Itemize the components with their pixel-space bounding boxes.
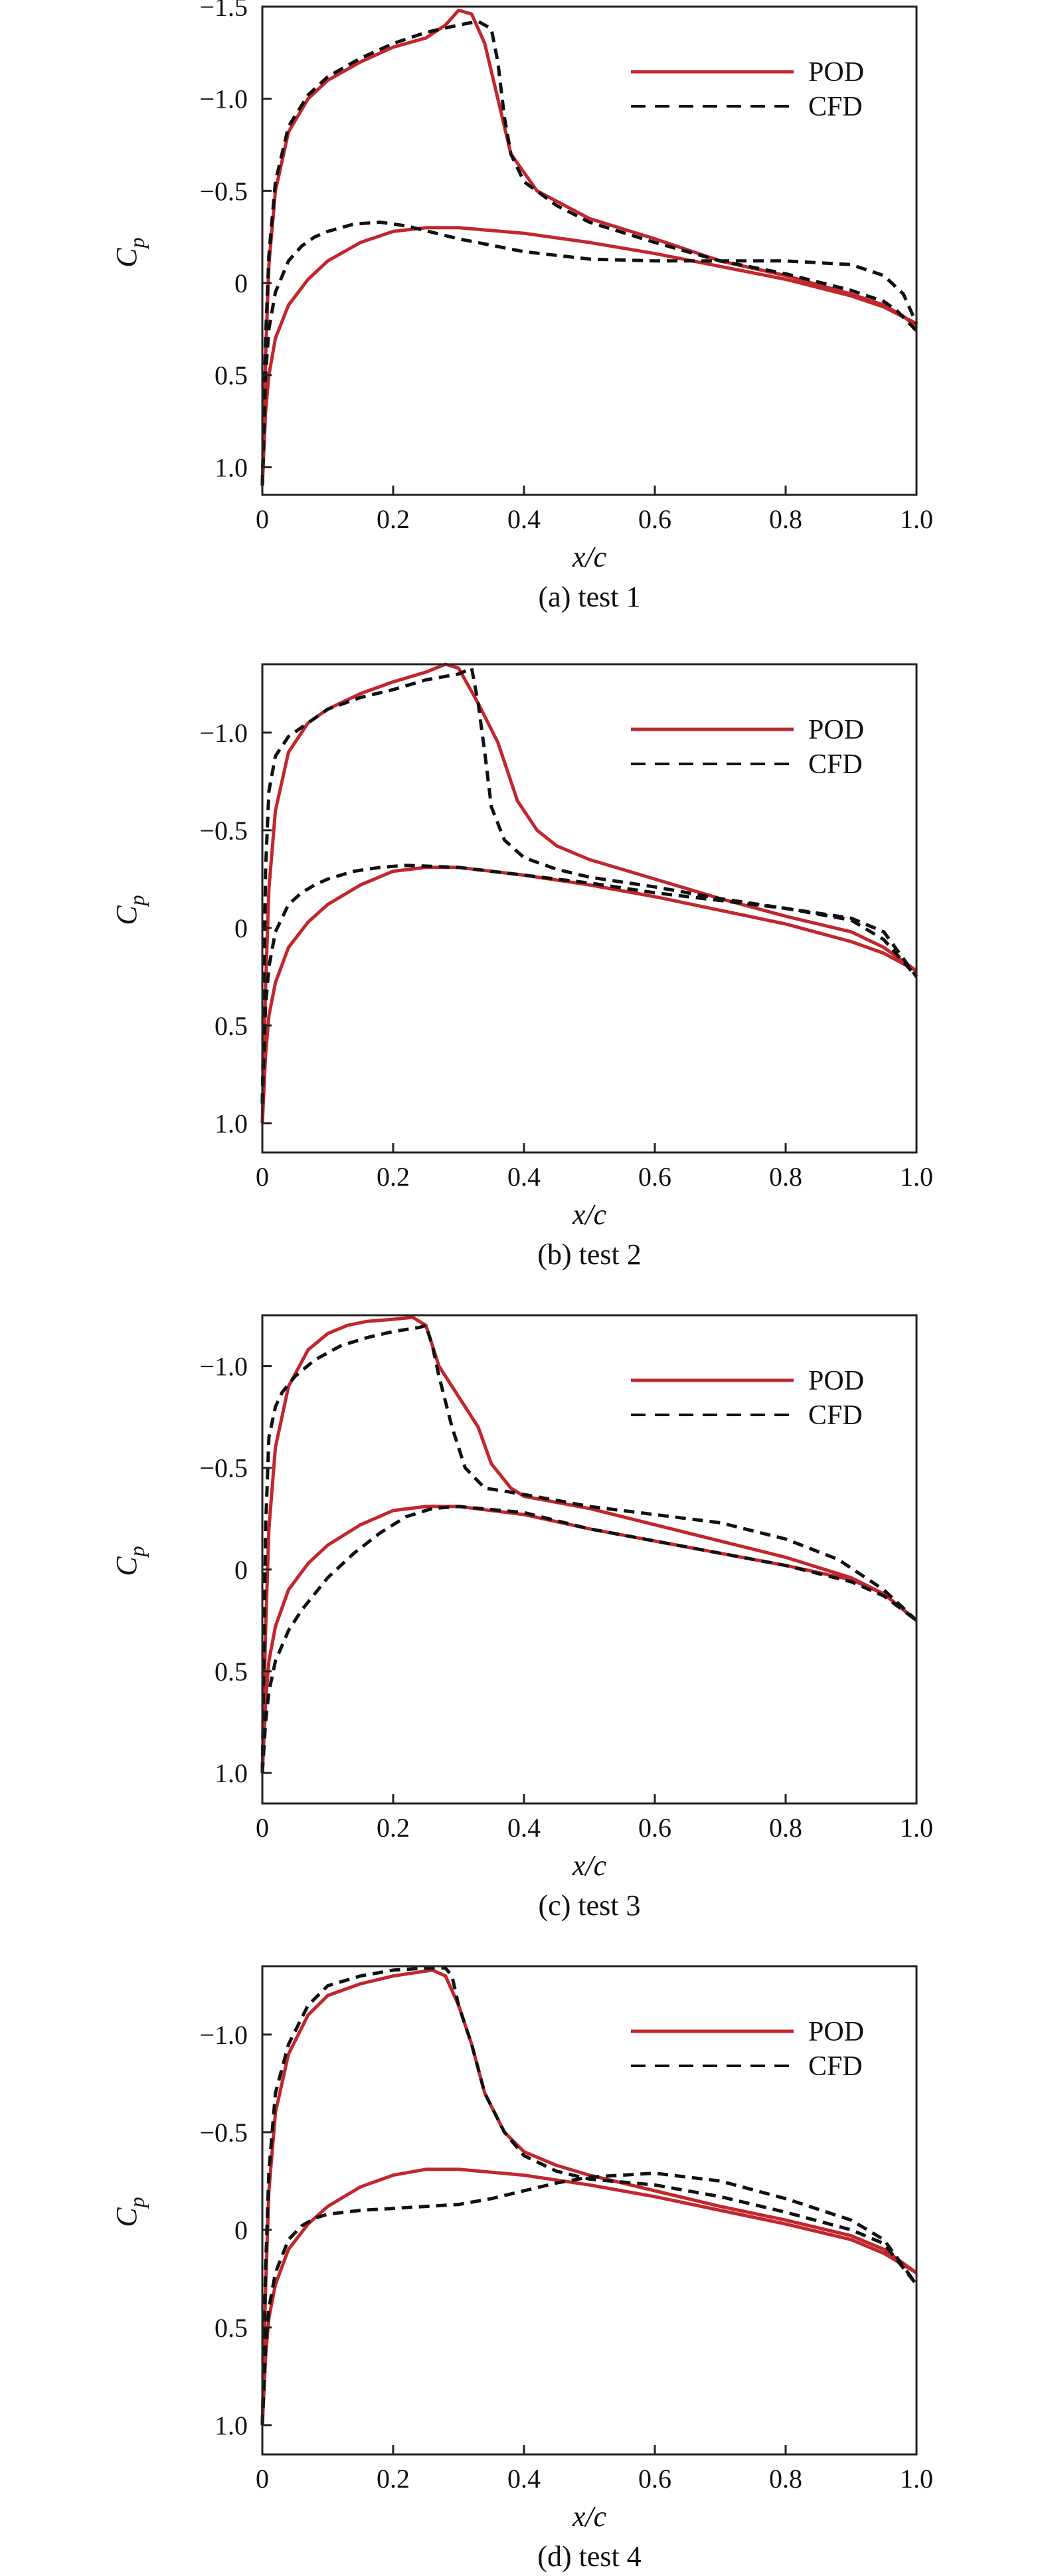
legend-label-cfd: CFD <box>808 1400 863 1431</box>
x-tick-label: 0.8 <box>769 1813 802 1843</box>
cfd-line-upper <box>260 666 918 1104</box>
y-tick-label: −1.0 <box>199 2020 248 2050</box>
y-axis-label: Cp <box>110 1546 149 1576</box>
panel-caption: (a) test 1 <box>539 581 641 613</box>
x-axis-label: x/c <box>572 2500 607 2533</box>
legend-label-pod: POD <box>808 2017 864 2047</box>
legend: POD CFD <box>631 1366 864 1431</box>
y-tick-label: 0 <box>234 268 248 298</box>
x-axis-label: x/c <box>572 1849 607 1882</box>
cfd-line-lower <box>260 864 918 1104</box>
panel-caption: (d) test 4 <box>537 2540 641 2573</box>
x-axis-label: x/c <box>572 1198 607 1231</box>
x-tick-label: 0.6 <box>638 504 671 534</box>
x-tick-label: 0.4 <box>507 1813 541 1843</box>
legend-label-cfd: CFD <box>808 749 863 780</box>
plot-frame <box>261 663 918 1154</box>
y-axis-label: Cp <box>110 237 149 267</box>
pod-line-lower <box>260 866 918 1124</box>
y-tick-label: −0.5 <box>199 2118 248 2148</box>
chart-panel-2: 0 0.2 0.4 0.6 0.8 1.0 −1.0 −0.5 0 0.5 1.0 Cp x/c (b) … <box>110 662 933 1271</box>
y-axis-label: Cp <box>110 2197 149 2227</box>
panel-caption: (b) test 2 <box>537 1238 641 1271</box>
x-tick-label: 0.8 <box>769 2464 802 2494</box>
legend-label-cfd: CFD <box>808 92 863 122</box>
series-group <box>260 1315 918 1774</box>
x-tick-label: 0 <box>256 1162 269 1192</box>
y-tick-label: 0.5 <box>215 2313 248 2343</box>
cfd-line-lower <box>260 2171 918 2426</box>
y-tick-label: −0.5 <box>199 1453 248 1483</box>
chart-panel-4: 0 0.2 0.4 0.6 0.8 1.0 −1.0 −0.5 0 0.5 1.0 Cp x/c (d) … <box>110 1965 933 2573</box>
x-tick-label: 0.4 <box>507 504 541 534</box>
legend: POD CFD <box>631 2017 864 2082</box>
y-tick-label: −1.5 <box>199 0 248 22</box>
x-tick-label: 0.8 <box>769 1162 802 1192</box>
y-tick-label: −0.5 <box>199 176 248 206</box>
y-tick-label: 1.0 <box>215 1758 248 1788</box>
pod-line-lower <box>260 1505 918 1774</box>
plot-frame <box>261 1314 918 1805</box>
legend-label-cfd: CFD <box>808 2051 863 2082</box>
legend-label-pod: POD <box>808 715 864 745</box>
y-tick-label: 0 <box>234 2215 248 2245</box>
y-tick-label: 0.5 <box>215 361 248 391</box>
series-group <box>260 662 918 1124</box>
chart-panel-3: 0 0.2 0.4 0.6 0.8 1.0 −1.0 −0.5 0 0.5 1.0 Cp x/c (c) … <box>110 1314 933 1922</box>
x-axis-label: x/c <box>572 541 607 573</box>
x-tick-label: 0.4 <box>507 2464 541 2494</box>
x-tick-label: 0.4 <box>507 1162 541 1192</box>
y-tick-label: −1.0 <box>199 84 248 114</box>
x-tick-label: 0 <box>256 504 269 534</box>
y-tick-label: 0 <box>234 1555 248 1585</box>
y-tick-label: −0.5 <box>199 816 248 846</box>
x-tick-label: 0.2 <box>377 1813 410 1843</box>
pod-line-lower <box>260 2167 918 2426</box>
y-tick-label: 1.0 <box>215 2411 248 2440</box>
x-tick-label: 0.2 <box>377 504 410 534</box>
y-tick-label: 0 <box>234 913 248 943</box>
panel-caption: (c) test 3 <box>539 1889 641 1922</box>
plot-frame <box>261 5 918 496</box>
x-tick-label: 0.6 <box>638 1162 671 1192</box>
y-tick-label: −1.0 <box>199 718 248 748</box>
x-tick-label: 0 <box>256 1813 269 1843</box>
x-tick-label: 0 <box>256 2464 269 2494</box>
y-tick-label: 0.5 <box>215 1011 248 1041</box>
chart-panel-1: 0 0.2 0.4 0.6 0.8 1.0 −1.5 −1.0 −0.5 0 0.5 1.0 Cp x/c… <box>110 0 933 613</box>
legend-label-pod: POD <box>808 57 864 88</box>
legend-label-pod: POD <box>808 1366 864 1396</box>
cfd-line-upper <box>260 1966 918 2425</box>
legend: POD CFD <box>631 715 864 780</box>
legend: POD CFD <box>631 57 864 122</box>
pod-line-upper <box>260 1315 918 1774</box>
y-tick-label: 0.5 <box>215 1657 248 1687</box>
x-tick-label: 0.6 <box>638 2464 671 2494</box>
series-group <box>260 9 918 486</box>
x-tick-label: 1.0 <box>900 504 933 534</box>
x-tick-label: 0.6 <box>638 1813 671 1843</box>
plot-frame <box>261 1965 918 2456</box>
pod-line-lower <box>260 226 918 486</box>
cfd-line-upper <box>260 1323 918 1774</box>
x-tick-label: 0.2 <box>377 1162 410 1192</box>
x-tick-label: 1.0 <box>900 1813 933 1843</box>
cfd-line-lower <box>260 221 918 486</box>
series-group <box>260 1966 918 2426</box>
cfd-line-lower <box>260 1505 918 1774</box>
x-tick-label: 1.0 <box>900 1162 933 1192</box>
x-tick-label: 0.2 <box>377 2464 410 2494</box>
x-tick-label: 1.0 <box>900 2464 933 2494</box>
y-tick-label: 1.0 <box>215 1109 248 1139</box>
y-axis-label: Cp <box>110 895 149 925</box>
y-tick-label: 1.0 <box>215 452 248 482</box>
x-tick-label: 0.8 <box>769 504 802 534</box>
cfd-line-upper <box>260 19 918 486</box>
y-tick-label: −1.0 <box>199 1352 248 1382</box>
